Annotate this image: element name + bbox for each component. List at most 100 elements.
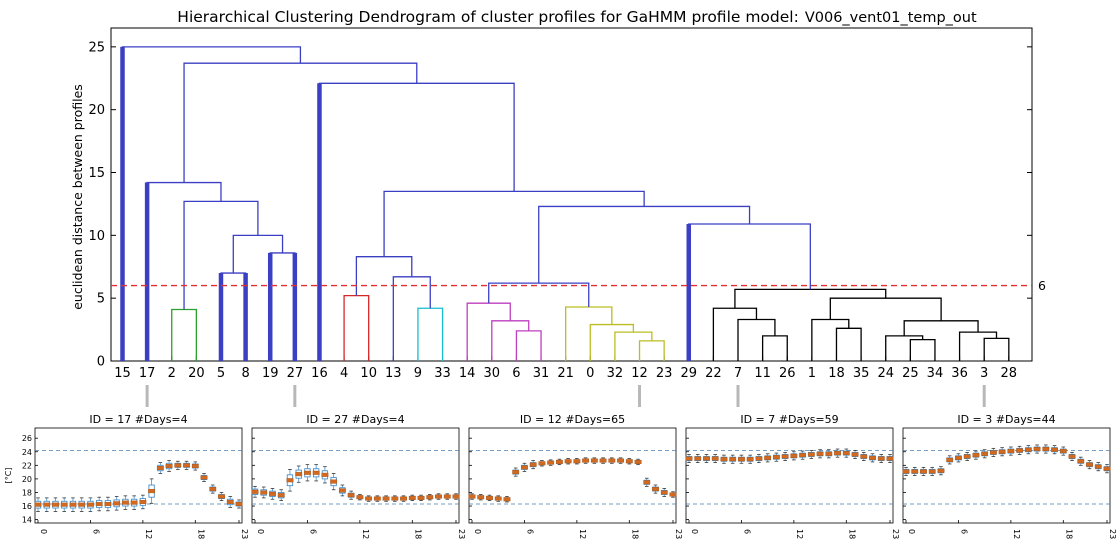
leaf-label: 5 [217, 366, 225, 381]
hour-boxplot [347, 490, 355, 500]
hour-boxplot [226, 496, 234, 508]
hour-boxplot [338, 484, 346, 497]
box-median [382, 496, 390, 501]
box-median [417, 495, 425, 500]
dendrogram-link [491, 320, 530, 361]
hour-boxplot [373, 495, 381, 502]
hour-boxplot [156, 462, 164, 474]
dendrogram-link [737, 318, 776, 361]
leaf-label: 11 [754, 366, 771, 381]
hour-boxplot [842, 448, 850, 458]
profile-panel: ID = 17 #Days=4 14 16 18 20 22 24 26 [°C] 0 6 12 18 2… [4, 385, 249, 539]
hour-boxplot [755, 454, 763, 464]
box-median [1024, 447, 1032, 452]
box-median [260, 490, 268, 495]
hour-boxplot [1016, 445, 1024, 455]
hour-boxplot [538, 460, 546, 467]
box-median [443, 494, 451, 499]
hour-boxplot [590, 457, 598, 464]
box-median [60, 502, 68, 507]
dendrogram-link [835, 327, 862, 361]
panel-y-tick-label: 24 [22, 448, 32, 457]
hour-boxplot [772, 452, 780, 462]
hour-boxplot [503, 496, 511, 503]
box-median [720, 457, 728, 462]
box-median [825, 451, 833, 456]
hour-boxplot [720, 454, 728, 464]
leaf-label: 36 [951, 366, 968, 381]
dendrogram-link [829, 297, 942, 321]
y-tick-label: 5 [97, 292, 105, 307]
hour-boxplot [1051, 445, 1058, 455]
dendrogram-link [383, 190, 645, 257]
profile-panel: ID = 12 #Days=65 0 6 12 18 23 [468, 385, 683, 539]
hour-boxplot [972, 450, 980, 460]
leaf-label: 24 [877, 366, 894, 381]
hour-boxplot [391, 495, 399, 502]
box-median [946, 457, 954, 462]
box-median [69, 502, 77, 507]
box-median [521, 465, 528, 470]
box-median [851, 452, 859, 457]
panel-frame [902, 427, 1111, 524]
box-median [781, 454, 789, 459]
box-median [564, 459, 572, 464]
panel-x-tick-label: 18 [196, 529, 205, 539]
box-median [52, 502, 59, 507]
panel-x-tick-label: 12 [361, 529, 370, 539]
box-median [981, 451, 989, 456]
panel-x-tick-label: 18 [413, 529, 422, 539]
dendrogram-link [269, 252, 296, 361]
leaf-label: 1 [808, 366, 816, 381]
leaf-label: 23 [656, 366, 673, 381]
hour-boxplot [494, 495, 502, 502]
dendrogram-link [565, 306, 613, 361]
hour-boxplot [121, 495, 129, 510]
hour-boxplot [711, 454, 719, 464]
hour-boxplot [52, 497, 59, 512]
hour-boxplot [764, 453, 772, 463]
box-median [148, 489, 156, 494]
box-median [113, 501, 121, 506]
hour-boxplot [816, 449, 824, 459]
box-median [87, 502, 94, 507]
hour-boxplot [955, 453, 962, 463]
hour-boxplot [1094, 462, 1102, 472]
hour-boxplot [130, 495, 138, 510]
chart-title: Hierarchical Clustering Dendrogram of cl… [177, 8, 977, 26]
dendrogram-link [734, 288, 887, 309]
dendrogram-link [761, 335, 788, 361]
hour-boxplot [981, 449, 989, 459]
y-tick-label: 10 [88, 229, 105, 244]
panel-x-tick-label: 18 [847, 529, 856, 539]
box-median [842, 451, 850, 456]
leaf-label: 12 [631, 366, 648, 381]
leaf-label: 17 [139, 366, 156, 381]
box-median [963, 454, 971, 459]
hour-boxplot [148, 478, 156, 504]
leaf-label: 27 [287, 366, 304, 381]
hour-boxplot [790, 451, 798, 461]
hour-boxplot [304, 464, 311, 482]
hour-boxplot [200, 473, 208, 483]
hour-boxplot [183, 460, 190, 470]
dendrogram-link [515, 330, 542, 361]
box-median [711, 456, 719, 461]
box-median [477, 495, 485, 500]
dendrogram-link [171, 308, 198, 361]
box-median [790, 453, 798, 458]
panel-x-tick-label: 6 [525, 529, 534, 534]
box-median [669, 492, 677, 497]
panel-x-tick-label: 18 [1064, 529, 1073, 539]
hour-boxplot [834, 448, 841, 458]
panel-x-tick-label: 23 [891, 529, 900, 539]
leaf-label: 6 [512, 366, 520, 381]
panel-x-tick-label: 23 [674, 529, 683, 539]
panel-x-tick-label: 0 [690, 529, 699, 534]
hour-boxplot [886, 454, 894, 464]
leaf-label: 34 [927, 366, 944, 381]
box-median [625, 459, 633, 464]
hour-boxplot [799, 450, 807, 460]
hour-boxplot [69, 497, 77, 512]
